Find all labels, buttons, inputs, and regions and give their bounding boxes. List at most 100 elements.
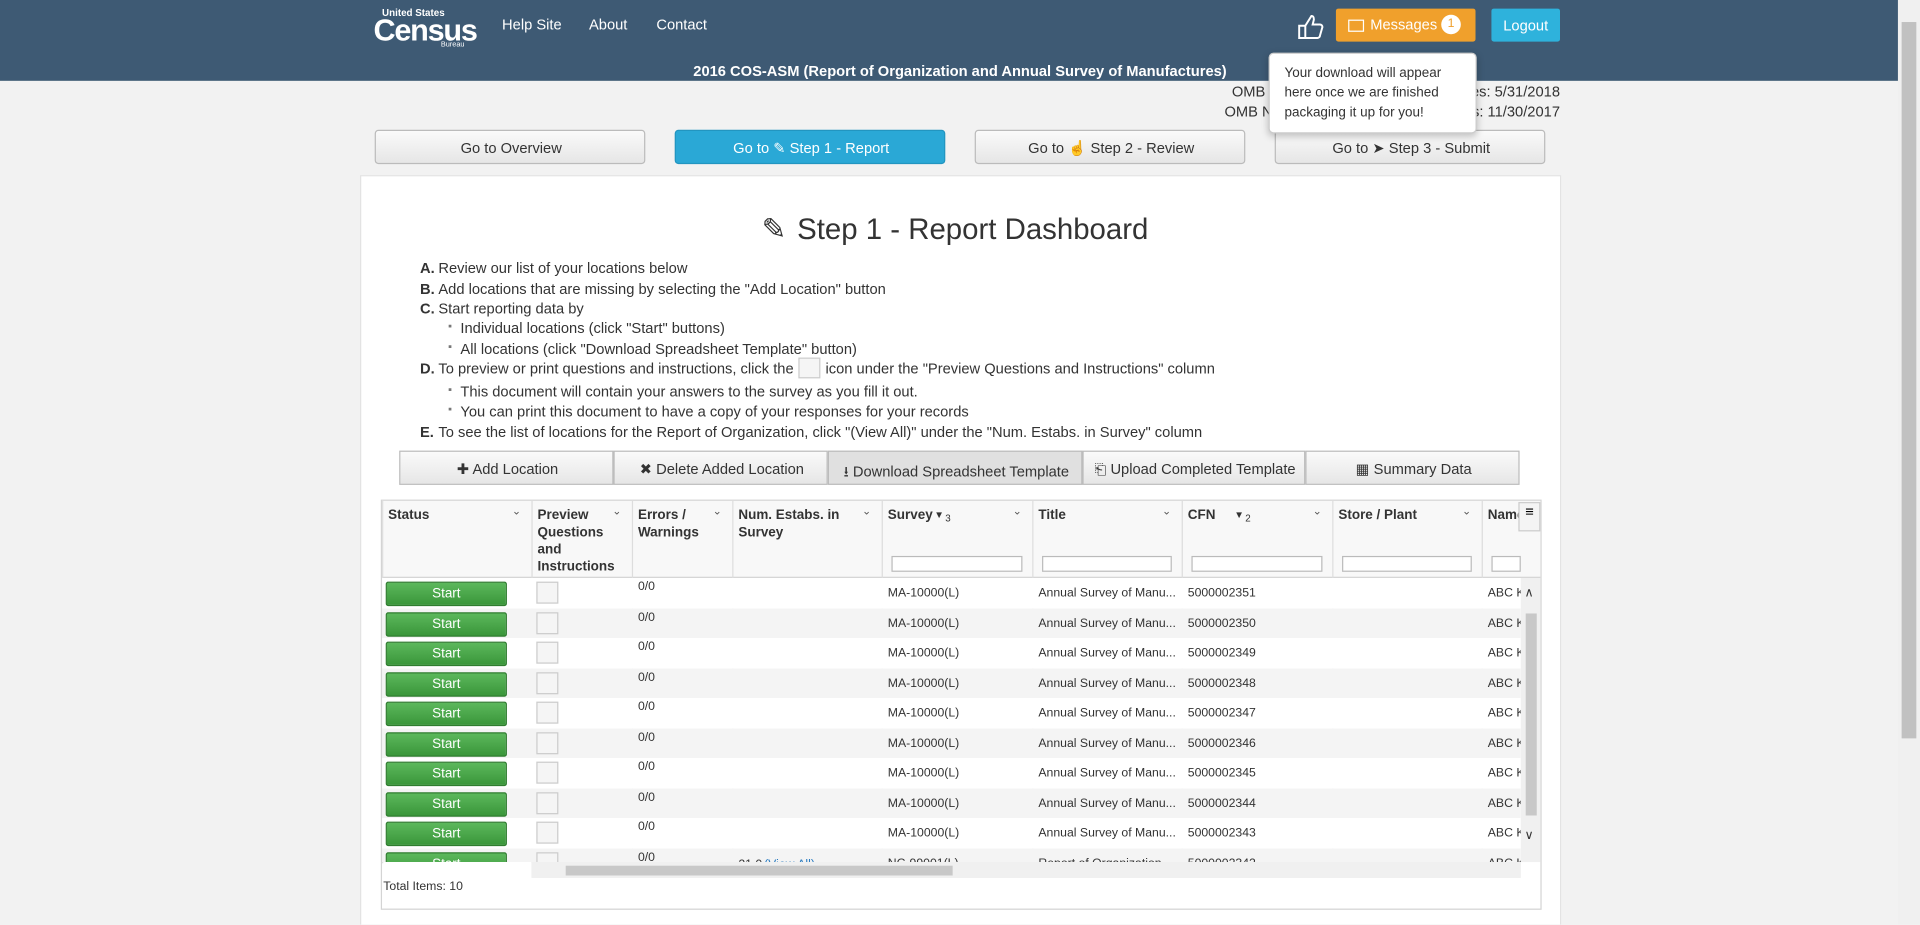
toolbar-icon: ✖ bbox=[639, 460, 657, 478]
dashboard-title: Step 1 - Report Dashboard bbox=[797, 213, 1149, 247]
filter-input[interactable] bbox=[1191, 555, 1323, 572]
preview-icon[interactable] bbox=[536, 581, 559, 604]
cfn: 5000002350 bbox=[1187, 616, 1256, 631]
toolbar-button[interactable]: ✖ Delete Added Location bbox=[613, 450, 828, 485]
logo-main: Census bbox=[373, 13, 477, 48]
start-button[interactable]: Start bbox=[385, 791, 507, 817]
toolbar-icon: ▦ bbox=[1355, 460, 1374, 478]
toolbar-text: Upload Completed Template bbox=[1110, 460, 1296, 478]
sort-arrow: ▼ bbox=[1234, 509, 1244, 521]
title-cell: Annual Survey of Manu... bbox=[1038, 736, 1176, 751]
view-all-link[interactable]: (View All) bbox=[764, 858, 815, 862]
bullet: ▪ bbox=[448, 383, 453, 396]
header-bar bbox=[0, 0, 1898, 81]
preview-icon[interactable] bbox=[536, 791, 559, 814]
start-button[interactable]: Start bbox=[385, 701, 507, 727]
logout-button[interactable]: Logout bbox=[1491, 8, 1561, 42]
name: ABC K bbox=[1487, 766, 1521, 781]
column-menu[interactable]: ⌄ bbox=[1312, 504, 1322, 517]
start-button[interactable]: Start bbox=[385, 731, 507, 757]
filter-input[interactable] bbox=[1042, 555, 1172, 572]
filter-input[interactable] bbox=[1491, 555, 1521, 572]
step-button[interactable]: Go to Overview bbox=[374, 129, 647, 165]
nav-link[interactable]: Contact bbox=[656, 15, 707, 34]
column-header: Errors / Warnings bbox=[637, 508, 699, 541]
step-label: Go to ✎ Step 1 - Report bbox=[676, 140, 947, 157]
nav-link[interactable]: About bbox=[588, 15, 628, 34]
start-button[interactable]: Start bbox=[385, 611, 507, 637]
cfn: 5000002344 bbox=[1187, 796, 1256, 811]
menu-button[interactable]: ≡ bbox=[1518, 502, 1541, 532]
scroll-down[interactable]: ∨ bbox=[1524, 828, 1534, 843]
toolbar-button[interactable]: ⎗ Upload Completed Template bbox=[1082, 450, 1306, 485]
column-header: Store / Plant bbox=[1338, 508, 1417, 523]
preview-icon[interactable] bbox=[536, 671, 559, 694]
h-thumb[interactable] bbox=[565, 865, 953, 876]
title-cell: Report of Organization bbox=[1038, 857, 1161, 863]
preview-icon[interactable] bbox=[536, 611, 559, 634]
step-prefix: Go to bbox=[1028, 139, 1065, 157]
download-popup: Your download will appear here once we a… bbox=[1268, 52, 1477, 134]
column-menu[interactable]: ⌄ bbox=[862, 504, 872, 517]
title-cell: Annual Survey of Manu... bbox=[1038, 646, 1176, 661]
page-thumb[interactable] bbox=[1901, 22, 1917, 739]
step-button[interactable]: Go to ✎ Step 1 - Report bbox=[674, 129, 947, 165]
scroll-up[interactable]: ∧ bbox=[1524, 586, 1534, 601]
instruction-subitem: This document will contain your answers … bbox=[460, 383, 918, 401]
column-menu[interactable]: ⌄ bbox=[612, 504, 622, 517]
column-menu[interactable]: ⌄ bbox=[1162, 504, 1172, 517]
errors: 0/0 bbox=[637, 670, 655, 684]
title-cell: Annual Survey of Manu... bbox=[1038, 766, 1176, 781]
start-button[interactable]: Start bbox=[385, 761, 507, 787]
name: ABC K bbox=[1487, 586, 1521, 601]
mail-icon bbox=[1348, 19, 1365, 32]
survey: NC-99001(L) bbox=[888, 857, 959, 863]
sort-arrow: ▼ bbox=[934, 509, 944, 521]
start-button[interactable]: Start bbox=[385, 821, 507, 847]
column-menu[interactable]: ⌄ bbox=[1012, 504, 1022, 517]
start-button[interactable]: Start bbox=[385, 641, 507, 667]
toolbar-button[interactable]: ✚ Add Location bbox=[399, 450, 614, 485]
preview-icon[interactable] bbox=[536, 851, 559, 863]
preview-icon[interactable] bbox=[536, 761, 559, 784]
errors: 0/0 bbox=[637, 760, 655, 774]
toolbar-button[interactable]: ⭳ Download Spreadsheet Template bbox=[827, 450, 1083, 485]
survey: MA-10000(L) bbox=[887, 826, 960, 841]
preview-icon[interactable] bbox=[536, 701, 559, 724]
preview-icon[interactable] bbox=[536, 821, 559, 844]
instruction-letter: A. bbox=[420, 259, 435, 277]
table-body: Start 0/0 MA-10000(L) Annual Survey of Manu… bbox=[382, 577, 1521, 863]
name: ABC K bbox=[1487, 616, 1521, 631]
step-label: Go to Overview bbox=[376, 140, 647, 157]
step-label-text: Step 2 - Review bbox=[1090, 139, 1195, 157]
start-button[interactable]: Start bbox=[385, 581, 507, 607]
title-cell: Annual Survey of Manu... bbox=[1038, 586, 1176, 601]
preview-icon[interactable] bbox=[536, 641, 559, 664]
v-thumb[interactable] bbox=[1525, 613, 1537, 816]
errors: 0/0 bbox=[637, 790, 655, 804]
toolbar-button[interactable]: ▦ Summary Data bbox=[1305, 450, 1520, 485]
column-menu[interactable]: ⌄ bbox=[1462, 504, 1472, 517]
errors: 0/0 bbox=[637, 640, 655, 654]
sort-order: 2 bbox=[1245, 513, 1251, 525]
messages-badge: 1 bbox=[1441, 14, 1461, 35]
messages-button[interactable]: Messages 1 bbox=[1335, 8, 1476, 42]
start-button[interactable]: Start bbox=[385, 671, 507, 697]
filter-input[interactable] bbox=[1342, 555, 1472, 572]
column-menu[interactable]: ⌄ bbox=[712, 504, 722, 517]
instruction-subitem: You can print this document to have a co… bbox=[460, 402, 969, 421]
cfn: 5000002342 bbox=[1188, 857, 1256, 863]
toolbar-label: ✚ Add Location bbox=[400, 460, 614, 477]
title-cell: Annual Survey of Manu... bbox=[1038, 616, 1176, 631]
column-menu[interactable]: ⌄ bbox=[511, 504, 522, 517]
sort-order: 3 bbox=[945, 513, 951, 525]
instruction-letter: D. bbox=[420, 360, 435, 378]
filter-input[interactable] bbox=[891, 555, 1023, 572]
step-button[interactable]: Go to ➤ Step 3 - Submit bbox=[1274, 129, 1546, 165]
step-button[interactable]: Go to ☝ Step 2 - Review bbox=[974, 129, 1246, 165]
start-button[interactable]: Start bbox=[385, 851, 507, 863]
preview-icon[interactable] bbox=[536, 731, 559, 754]
nav-link[interactable]: Help Site bbox=[502, 15, 562, 34]
step-name: ➤ bbox=[1368, 139, 1389, 157]
